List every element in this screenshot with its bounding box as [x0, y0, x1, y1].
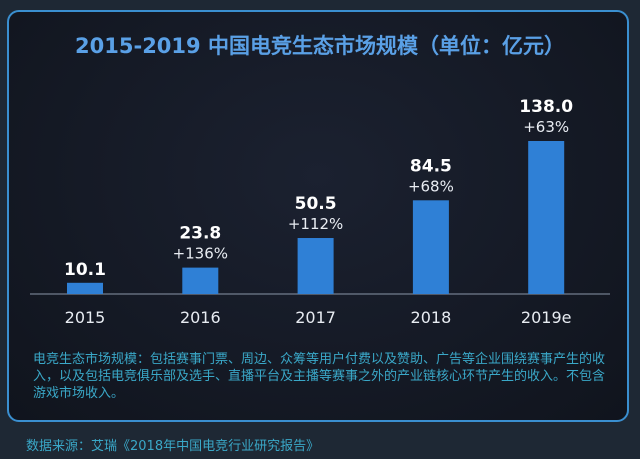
source-note: 数据来源：艾瑞《2018年中国电竞行业研究报告》 — [26, 439, 320, 454]
growth-label: +63% — [523, 118, 569, 136]
x-tick-label: 2017 — [295, 308, 336, 327]
chart-title: 2015-2019 中国电竞生态市场规模（单位：亿元） — [75, 34, 565, 58]
x-tick-label: 2018 — [411, 308, 452, 327]
bar — [182, 267, 219, 294]
growth-label: +136% — [173, 245, 228, 263]
bar-chart: 2015 10.1 2016 +136%23.8 2017 +112%50.5 2018 +6… — [30, 97, 610, 327]
data-label: 84.5 — [410, 156, 452, 176]
data-label: 23.8 — [179, 224, 221, 244]
x-tick-label: 2016 — [180, 308, 221, 327]
data-label: 138.0 — [519, 97, 573, 117]
growth-label: +112% — [288, 215, 343, 233]
data-label: 50.5 — [295, 194, 337, 214]
bar — [67, 282, 103, 294]
x-tick-label: 2019e — [521, 308, 572, 327]
bar — [528, 141, 565, 294]
footnote: 电竞生态市场规模：包括赛事门票、周边、众筹等用户付费以及赞助、广告等企业围绕赛事… — [33, 352, 606, 401]
growth-label: +68% — [408, 177, 454, 195]
bar — [412, 200, 449, 294]
chart-panel — [7, 10, 629, 422]
data-label: 10.1 — [64, 260, 106, 280]
x-tick-label: 2015 — [65, 308, 106, 327]
bar — [297, 238, 334, 294]
